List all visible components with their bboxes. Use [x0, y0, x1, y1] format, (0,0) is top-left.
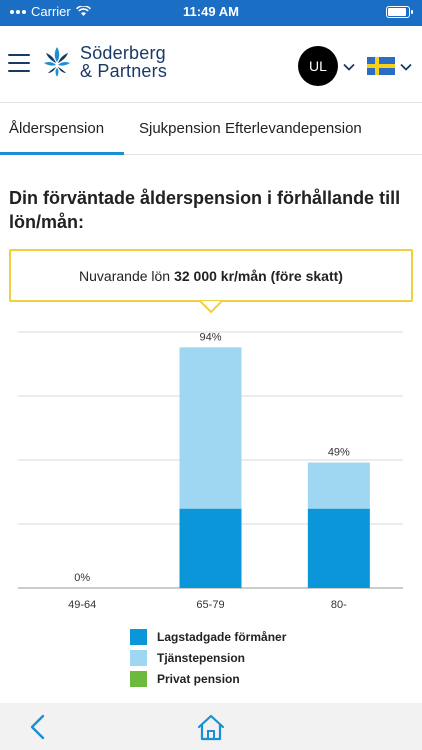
wifi-icon	[75, 6, 91, 16]
salary-callout: Nuvarande lön 32 000 kr/mån (före skatt)	[9, 249, 413, 302]
chevron-down-icon[interactable]	[400, 61, 412, 73]
legend-label: Lagstadgade förmåner	[157, 629, 287, 644]
chevron-left-icon[interactable]	[26, 713, 50, 741]
home-icon[interactable]	[196, 713, 226, 741]
salary-label: Nuvarande lön	[79, 267, 171, 284]
legend-swatch	[130, 649, 147, 666]
status-bar: Carrier 11:49 AM	[0, 0, 422, 26]
carrier-label: Carrier	[31, 4, 71, 19]
clock: 11:49 AM	[183, 4, 239, 19]
tab-sjukpension[interactable]: Sjukpension	[139, 120, 221, 137]
x-tick-label: 65-79	[196, 599, 224, 611]
x-tick-label: 80-	[331, 599, 347, 611]
pension-chart: 0% 49-64 94% 65-79 49% 80-	[18, 331, 403, 611]
logo-emblem-icon	[44, 47, 70, 77]
tab-alderspension[interactable]: Ålderspension	[9, 120, 105, 137]
legend-label: Privat pension	[157, 671, 240, 686]
data-label: 0%	[74, 572, 90, 584]
chart-legend: Lagstadgade förmåner Tjänstepension Priv…	[130, 626, 286, 689]
carrier-indicator: Carrier	[10, 4, 91, 19]
battery-icon	[386, 6, 413, 18]
logo-line-1: Söderberg	[80, 43, 166, 63]
menu-icon[interactable]	[8, 54, 30, 72]
pension-tabs: Ålderspension Sjukpension Efterlevandepe…	[0, 103, 422, 155]
legend-item-privat-pension: Privat pension	[130, 668, 286, 689]
logo-line-2: & Partners	[80, 61, 168, 81]
legend-swatch	[130, 628, 147, 645]
chevron-down-icon[interactable]	[343, 61, 355, 73]
sweden-flag-icon[interactable]	[367, 57, 395, 75]
data-label: 94%	[199, 331, 221, 343]
legend-label: Tjänstepension	[157, 650, 246, 665]
bar-segment	[179, 347, 242, 509]
salary-value: 32 000 kr/mån (före skatt)	[174, 267, 343, 284]
x-tick-label: 49-64	[68, 599, 96, 611]
legend-item-tjanstepension: Tjänstepension	[130, 647, 286, 668]
page-heading: Din förväntade ålderspension i förhållan…	[9, 188, 401, 232]
tab-efterlevandepension[interactable]: Efterlevandepension	[225, 120, 362, 137]
chart-bars	[179, 347, 370, 588]
legend-swatch	[130, 670, 147, 687]
user-avatar[interactable]: UL	[298, 46, 338, 86]
signal-icon	[10, 9, 26, 14]
company-logo[interactable]: Söderberg & Partners	[42, 44, 167, 80]
callout-pointer	[200, 301, 222, 314]
active-tab-indicator	[0, 152, 124, 155]
app-header: Söderberg & Partners UL	[0, 26, 422, 103]
data-label: 49%	[328, 447, 350, 459]
bottom-toolbar	[0, 703, 422, 750]
legend-item-lagstadgade: Lagstadgade förmåner	[130, 626, 286, 647]
bar-segment	[307, 508, 370, 588]
chart-labels: 0% 49-64 94% 65-79 49% 80-	[68, 331, 350, 611]
bar-segment	[179, 508, 242, 588]
bar-segment	[307, 462, 370, 509]
